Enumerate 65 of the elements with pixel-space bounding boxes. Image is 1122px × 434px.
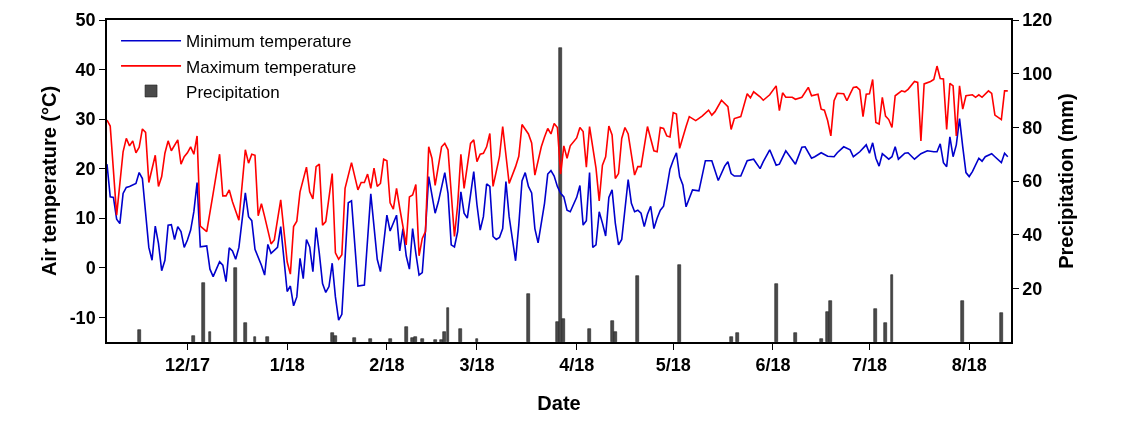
bar	[883, 322, 887, 342]
bar	[677, 264, 681, 342]
x-tick-label: 4/18	[559, 355, 595, 376]
legend-label: Maximum temperature	[186, 57, 357, 77]
bar	[446, 307, 449, 342]
bar	[793, 332, 797, 342]
bar	[243, 322, 247, 342]
bar	[368, 338, 372, 342]
bar	[635, 275, 639, 342]
bar	[587, 328, 591, 342]
x-tick-label: 2/18	[369, 355, 405, 376]
bar	[475, 338, 478, 342]
y-tick-label: 10	[75, 208, 96, 229]
bar	[999, 312, 1003, 342]
bar	[960, 300, 964, 342]
bar	[433, 339, 437, 342]
y-tick-label: 0	[85, 257, 96, 278]
bar	[413, 336, 417, 342]
line-series	[107, 117, 1009, 321]
bar	[137, 329, 141, 342]
bar	[735, 332, 739, 342]
y2-axis-title: Precipitation (mm)	[1055, 93, 1078, 269]
x-tick-label: 8/18	[951, 355, 987, 376]
x-tick-label: 3/18	[459, 355, 495, 376]
y2-tick-label: 120	[1022, 10, 1053, 31]
bar	[233, 267, 237, 342]
bar	[819, 338, 823, 342]
bar	[265, 336, 269, 342]
legend-label: Minimum temperature	[186, 32, 352, 52]
y-axis-title: Air temperature (°C)	[37, 85, 60, 277]
y-tick-label: 20	[75, 158, 96, 179]
bar	[610, 320, 614, 342]
y-tick-label: 40	[75, 59, 96, 80]
x-tick-label: 5/18	[655, 355, 691, 376]
bar	[388, 338, 392, 342]
bar	[333, 335, 337, 342]
bar	[890, 274, 893, 342]
y2-tick-label: 20	[1022, 278, 1043, 299]
bar	[558, 47, 562, 342]
bar	[458, 328, 462, 342]
x-tick-label: 12/17	[164, 355, 210, 376]
bar	[774, 283, 778, 342]
bar	[526, 293, 530, 342]
legend-label: Precipitation	[186, 82, 280, 102]
y-tick-label: -10	[69, 307, 96, 328]
x-axis-title: Date	[537, 392, 581, 415]
y-tick-label: 50	[75, 10, 96, 31]
bar	[828, 300, 832, 342]
x-tick-label: 1/18	[269, 355, 305, 376]
bar	[352, 337, 356, 342]
bar	[420, 338, 424, 342]
y2-tick-label: 100	[1022, 63, 1053, 84]
y2-tick-label: 80	[1022, 117, 1043, 138]
x-tick-label: 6/18	[755, 355, 791, 376]
y2-tick-label: 40	[1022, 224, 1043, 245]
bar	[191, 335, 195, 342]
bar	[253, 336, 256, 342]
x-tick-label: 7/18	[851, 355, 887, 376]
y-tick-label: 30	[75, 109, 96, 130]
bar	[201, 282, 205, 342]
y2-tick-label: 60	[1022, 171, 1043, 192]
bar	[404, 326, 408, 342]
bar	[729, 336, 733, 342]
bar	[208, 331, 211, 342]
bar	[873, 308, 877, 342]
